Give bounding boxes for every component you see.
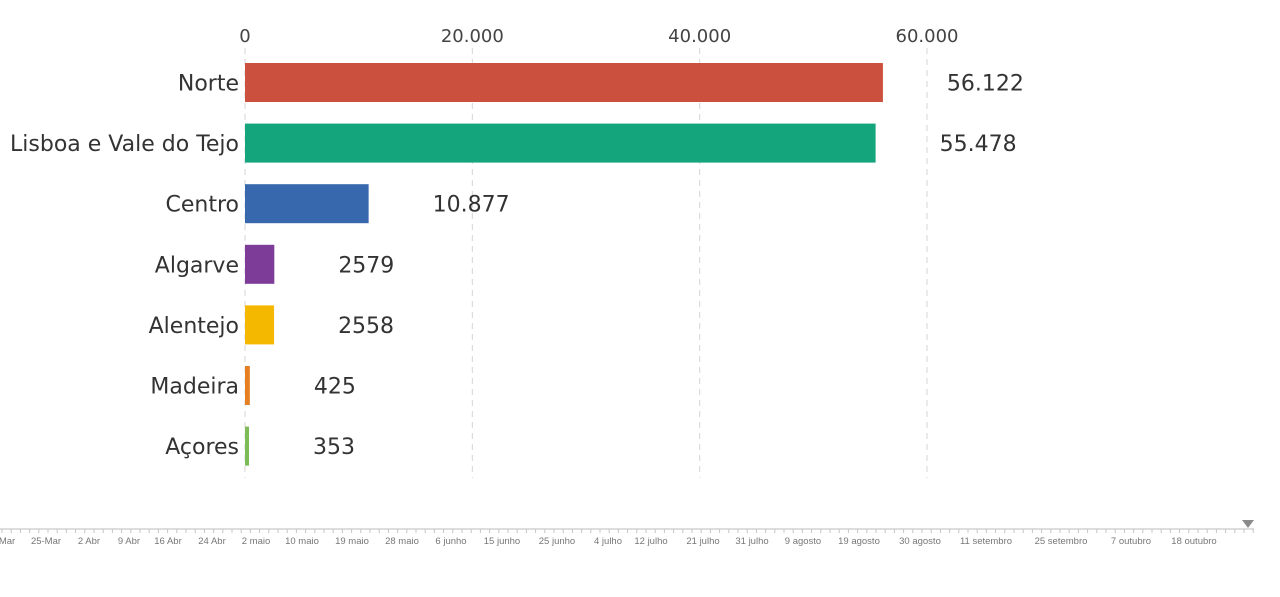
bar (245, 244, 275, 284)
x-tick-label: 20.000 (441, 26, 504, 47)
value-label: 10.877 (433, 193, 510, 218)
category-label: Alentejo (149, 314, 239, 339)
timeline-handle-icon[interactable] (1242, 520, 1254, 528)
bar (245, 63, 883, 102)
timeline-labels: Mar 25-Mar 2 Abr 9 Abr 16 Abr 24 Abr 2 maio 10 … (0, 536, 1217, 547)
bar (245, 184, 369, 224)
timeline-label[interactable]: 24 Abr (198, 536, 225, 547)
timeline-label[interactable]: 28 maio (385, 536, 419, 547)
category-label: Lisboa e Vale do Tejo (10, 132, 239, 157)
timeline-label[interactable]: 30 agosto (899, 536, 941, 547)
timeline-label[interactable]: Mar (0, 536, 15, 547)
value-label: 353 (313, 435, 355, 460)
timeline-label[interactable]: 15 junho (484, 536, 520, 547)
category-label: Norte (178, 72, 239, 97)
category-labels: Norte Lisboa e Vale do Tejo Centro Algarve A… (10, 72, 239, 461)
bar (245, 123, 876, 163)
bar (245, 305, 275, 345)
category-label: Açores (165, 435, 239, 460)
x-axis-ticks: 0 20.000 40.000 60.000 (239, 26, 958, 47)
timeline-label[interactable]: 6 junho (435, 536, 466, 547)
timeline-ticks (1, 529, 1254, 533)
timeline-label[interactable]: 10 maio (285, 536, 319, 547)
timeline-label[interactable]: 9 agosto (785, 536, 821, 547)
timeline-label[interactable]: 19 maio (335, 536, 369, 547)
timeline-label[interactable]: 25 junho (539, 536, 575, 547)
x-tick-label: 40.000 (668, 26, 731, 47)
value-label: 2558 (338, 314, 394, 339)
timeline-label[interactable]: 25 setembro (1035, 536, 1088, 547)
timeline-label[interactable]: 4 julho (594, 536, 622, 547)
x-tick-label: 60.000 (896, 26, 959, 47)
timeline-label[interactable]: 2 maio (242, 536, 271, 547)
timeline-slider[interactable]: Mar 25-Mar 2 Abr 9 Abr 16 Abr 24 Abr 2 maio 10 … (0, 520, 1254, 547)
value-label: 56.122 (947, 72, 1024, 97)
category-label: Algarve (155, 253, 239, 278)
category-label: Centro (166, 193, 240, 218)
category-label: Madeira (150, 375, 239, 400)
bar (245, 366, 250, 405)
bars (245, 63, 883, 466)
value-label: 425 (314, 375, 356, 400)
timeline-label[interactable]: 21 julho (686, 536, 719, 547)
timeline-label[interactable]: 25-Mar (31, 536, 61, 547)
timeline-label[interactable]: 31 julho (735, 536, 768, 547)
timeline-label[interactable]: 16 Abr (154, 536, 181, 547)
timeline-label[interactable]: 19 agosto (838, 536, 880, 547)
timeline-label[interactable]: 11 setembro (960, 536, 1012, 547)
value-label: 55.478 (940, 132, 1017, 157)
bar (245, 426, 250, 466)
value-label: 2579 (338, 253, 394, 278)
timeline-label[interactable]: 7 outubro (1111, 536, 1151, 547)
x-tick-label: 0 (239, 26, 250, 47)
timeline-label[interactable]: 12 julho (634, 536, 667, 547)
timeline-label[interactable]: 2 Abr (78, 536, 100, 547)
timeline-label[interactable]: 18 outubro (1171, 536, 1216, 547)
timeline-label[interactable]: 9 Abr (118, 536, 140, 547)
value-labels: 56.122 55.478 10.877 2579 2558 425 353 (313, 72, 1024, 461)
